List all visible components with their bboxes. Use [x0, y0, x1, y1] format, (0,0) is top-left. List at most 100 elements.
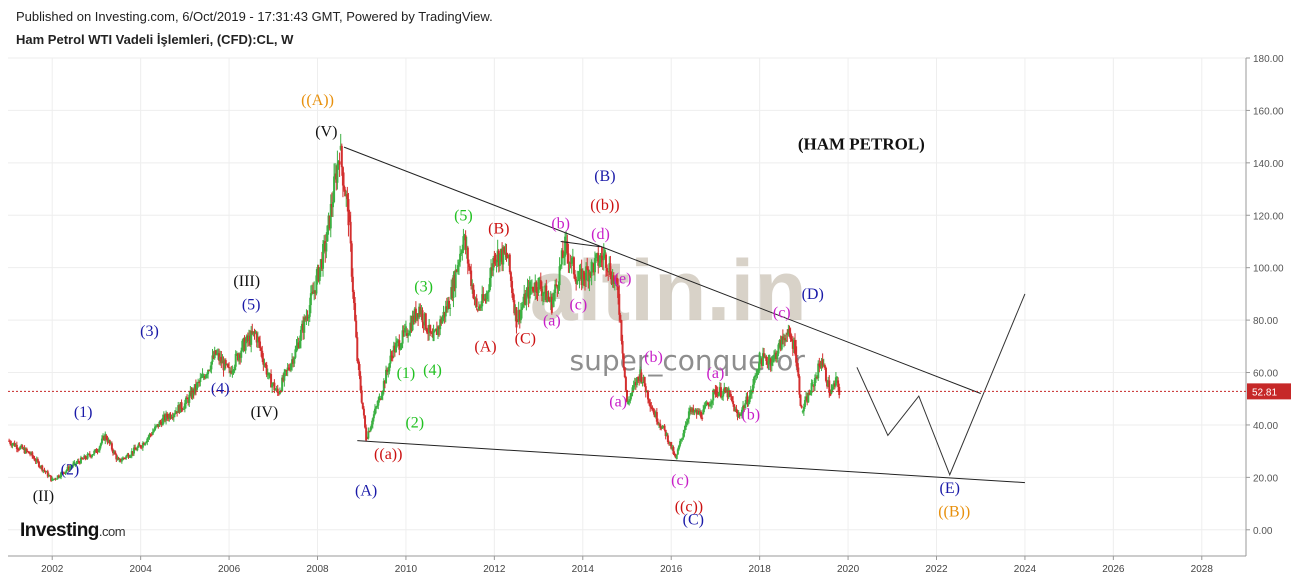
candle-body [448, 300, 451, 309]
candle-body [325, 243, 328, 252]
candle-body [157, 424, 160, 427]
candle-body [407, 335, 410, 337]
candle-body [480, 306, 483, 308]
wave-label: (a) [609, 394, 627, 411]
wave-label: (b) [644, 349, 663, 366]
candle-body [339, 145, 342, 150]
candle-body [824, 367, 827, 381]
candle-body [490, 267, 493, 278]
candle-body [8, 440, 11, 442]
wave-label: (b) [551, 215, 570, 232]
candle-body [743, 405, 746, 409]
candle-body [714, 389, 717, 395]
candle-body [698, 411, 701, 415]
x-tick-label: 2024 [1014, 564, 1037, 575]
candle-body [679, 441, 682, 446]
candle-body [591, 263, 594, 268]
candle-body [485, 293, 488, 300]
candle-body [761, 353, 764, 366]
candle-body [142, 443, 145, 445]
candle-body [663, 425, 666, 430]
candle-body [219, 356, 222, 361]
candle-body [165, 413, 168, 421]
candle-body [415, 313, 418, 320]
candle-body [179, 402, 182, 413]
candle-body [747, 402, 750, 405]
candle-body [272, 382, 275, 385]
candle-body [561, 250, 564, 258]
candle-body [706, 402, 709, 405]
candle-body [834, 377, 837, 386]
candle-body [16, 448, 19, 450]
candle-body [305, 316, 308, 320]
candle-body [525, 292, 528, 305]
candle-body [178, 405, 181, 413]
candle-body [268, 374, 271, 378]
wave-label: (B) [594, 168, 615, 185]
candle-body [28, 451, 31, 454]
candle-body [482, 294, 485, 301]
candle-body [318, 267, 321, 281]
candle-body [168, 414, 171, 419]
candle-body [247, 335, 250, 341]
candle-body [514, 307, 517, 314]
candle-body [567, 253, 570, 264]
candle-body [788, 329, 791, 333]
candle-body [586, 266, 589, 270]
candle-body [619, 314, 622, 321]
candle-body [257, 337, 260, 342]
candle-body [689, 408, 692, 412]
candle-body [570, 257, 573, 264]
candle-body [652, 410, 655, 413]
candle-body [587, 269, 590, 282]
x-tick-label: 2020 [837, 564, 860, 575]
candle-body [748, 395, 751, 403]
candle-body [129, 455, 132, 457]
candle-body [753, 377, 756, 385]
candle-body [191, 389, 194, 398]
investing-logo[interactable]: Investing.com [20, 520, 126, 542]
candle-body [130, 451, 133, 456]
candle-body [147, 437, 150, 439]
candle-body [105, 435, 108, 440]
candle-body [457, 262, 460, 266]
wave-label: (a) [707, 365, 725, 382]
candle-body [579, 268, 582, 272]
candle-body [352, 291, 355, 304]
candle-body [526, 286, 529, 293]
candle-body [539, 280, 542, 289]
candle-body [278, 391, 281, 394]
wave-label: (2) [405, 415, 424, 432]
candle-body [210, 361, 213, 370]
candle-body [611, 275, 614, 284]
candle-body [642, 377, 645, 382]
candle-body [599, 255, 602, 263]
candle-body [443, 311, 446, 317]
candle-body [158, 421, 161, 427]
candle-body [592, 263, 595, 273]
candle-body [274, 389, 277, 391]
candle-body [624, 377, 627, 391]
candle-body [502, 247, 505, 265]
candle-body [289, 364, 292, 370]
candle-body [473, 298, 476, 300]
candle-body [749, 390, 752, 396]
x-tick-label: 2022 [925, 564, 948, 575]
candle-body [93, 450, 96, 455]
candle-body [267, 372, 270, 375]
candle-body [298, 340, 301, 348]
candle-body [98, 446, 101, 451]
candle-body [578, 271, 581, 281]
wave-label: (1) [74, 404, 93, 421]
candle-body [213, 350, 216, 359]
x-tick-label: 2004 [130, 564, 153, 575]
wave-label: (5) [454, 208, 473, 225]
candle-body [532, 286, 535, 292]
candle-body [54, 478, 57, 480]
candle-body [577, 280, 580, 282]
candle-body [773, 354, 776, 360]
candle-body [816, 376, 819, 379]
candle-body [229, 370, 232, 373]
candle-body [110, 443, 113, 450]
